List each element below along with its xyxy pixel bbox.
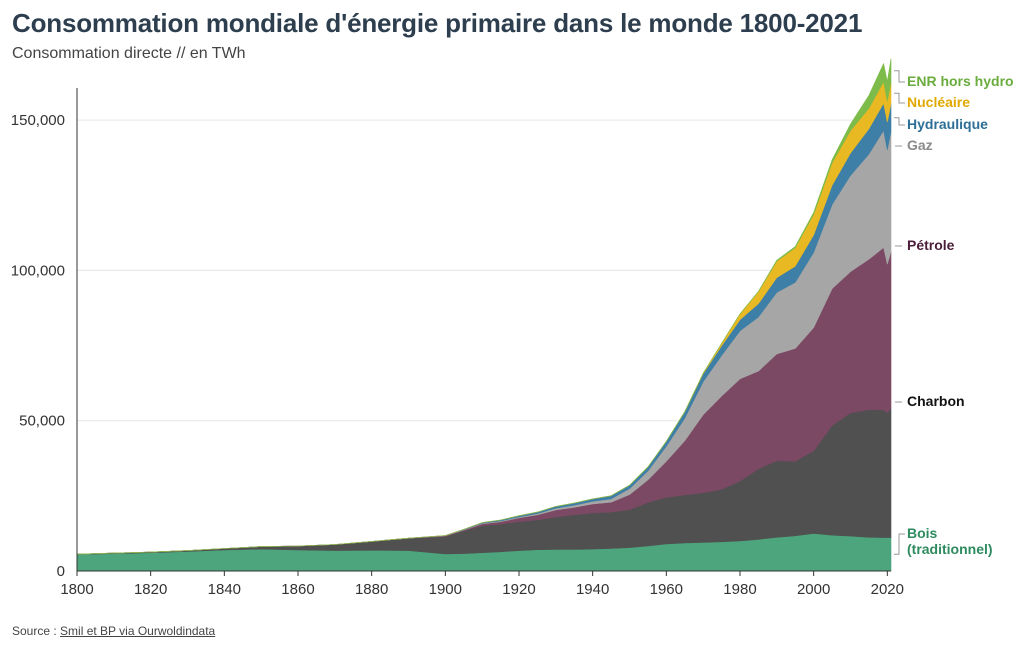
series-label: Gaz xyxy=(907,137,933,153)
x-tick-label: 1800 xyxy=(60,581,93,598)
x-tick-label: 1820 xyxy=(134,581,167,598)
x-tick-label: 1980 xyxy=(723,581,756,598)
series-label-line2: (traditionnel) xyxy=(907,541,993,557)
x-tick-label: 1940 xyxy=(576,581,609,598)
series-label: Pétrole xyxy=(907,237,955,253)
label-layer: Bois(traditionnel) Charbon Pétrole Gaz Hydra… xyxy=(894,70,1014,557)
chart-title: Consommation mondiale d'énergie primaire… xyxy=(12,8,863,38)
label-leader xyxy=(894,117,905,126)
x-tick-label: 2020 xyxy=(871,581,904,598)
y-tick-label: 100,000 xyxy=(11,262,65,279)
source-note: Source : Smil et BP via Ourwoldindata xyxy=(12,624,215,638)
chart-subtitle: Consommation directe // en TWh xyxy=(12,45,246,62)
x-tick-label: 1860 xyxy=(281,581,314,598)
label-leader xyxy=(894,92,905,104)
label-leader xyxy=(894,533,905,555)
x-tick-label: 2000 xyxy=(797,581,830,598)
area-layer xyxy=(76,58,892,572)
series-label: ENR hors hydro xyxy=(907,73,1014,89)
series-label: Hydraulique xyxy=(907,116,988,132)
source-link[interactable]: Smil et BP via Ourwoldindata xyxy=(60,624,216,638)
axis-layer: 0 50,000 100,000 150,000 1800 1820 1840 1860 188… xyxy=(11,88,904,598)
label-leader xyxy=(894,70,905,83)
series-label: Bois xyxy=(907,525,938,541)
x-tick-label: 1880 xyxy=(355,581,388,598)
x-tick-label: 1920 xyxy=(502,581,535,598)
area-series-6 xyxy=(76,58,892,555)
y-tick-label: 150,000 xyxy=(11,112,65,129)
series-label: Charbon xyxy=(907,393,965,409)
y-tick-label: 50,000 xyxy=(19,413,65,430)
series-label: Nucléaire xyxy=(907,94,970,110)
source-prefix: Source : xyxy=(12,624,61,638)
x-tick-label: 1900 xyxy=(429,581,462,598)
x-tick-label: 1840 xyxy=(208,581,241,598)
x-tick-label: 1960 xyxy=(650,581,683,598)
y-tick-label: 0 xyxy=(57,563,65,580)
